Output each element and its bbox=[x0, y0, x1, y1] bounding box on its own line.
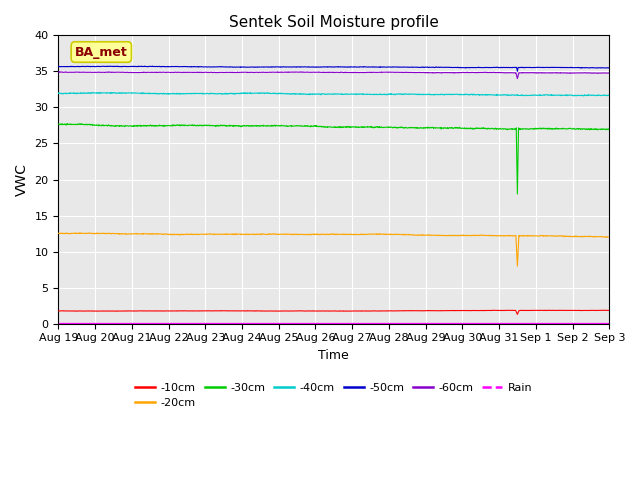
Y-axis label: VWC: VWC bbox=[15, 163, 29, 196]
Title: Sentek Soil Moisture profile: Sentek Soil Moisture profile bbox=[229, 15, 439, 30]
X-axis label: Time: Time bbox=[319, 349, 349, 362]
Text: BA_met: BA_met bbox=[75, 46, 127, 59]
Legend: -10cm, -20cm, -30cm, -40cm, -50cm, -60cm, Rain: -10cm, -20cm, -30cm, -40cm, -50cm, -60cm… bbox=[131, 378, 537, 413]
